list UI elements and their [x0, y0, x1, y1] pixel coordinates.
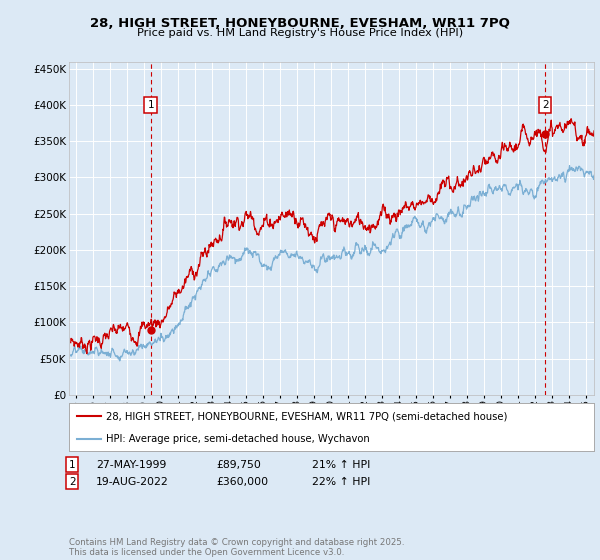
Text: 28, HIGH STREET, HONEYBOURNE, EVESHAM, WR11 7PQ: 28, HIGH STREET, HONEYBOURNE, EVESHAM, W… [90, 17, 510, 30]
Text: 21% ↑ HPI: 21% ↑ HPI [312, 460, 370, 470]
Text: 19-AUG-2022: 19-AUG-2022 [96, 477, 169, 487]
Text: 27-MAY-1999: 27-MAY-1999 [96, 460, 166, 470]
Text: 28, HIGH STREET, HONEYBOURNE, EVESHAM, WR11 7PQ (semi-detached house): 28, HIGH STREET, HONEYBOURNE, EVESHAM, W… [106, 411, 507, 421]
Text: 1: 1 [69, 460, 76, 470]
Text: £360,000: £360,000 [216, 477, 268, 487]
Text: Contains HM Land Registry data © Crown copyright and database right 2025.
This d: Contains HM Land Registry data © Crown c… [69, 538, 404, 557]
Text: 22% ↑ HPI: 22% ↑ HPI [312, 477, 370, 487]
Text: Price paid vs. HM Land Registry's House Price Index (HPI): Price paid vs. HM Land Registry's House … [137, 28, 463, 38]
Text: £89,750: £89,750 [216, 460, 261, 470]
Text: 1: 1 [148, 100, 154, 110]
Text: HPI: Average price, semi-detached house, Wychavon: HPI: Average price, semi-detached house,… [106, 434, 370, 444]
Text: 2: 2 [69, 477, 76, 487]
Text: 2: 2 [542, 100, 548, 110]
